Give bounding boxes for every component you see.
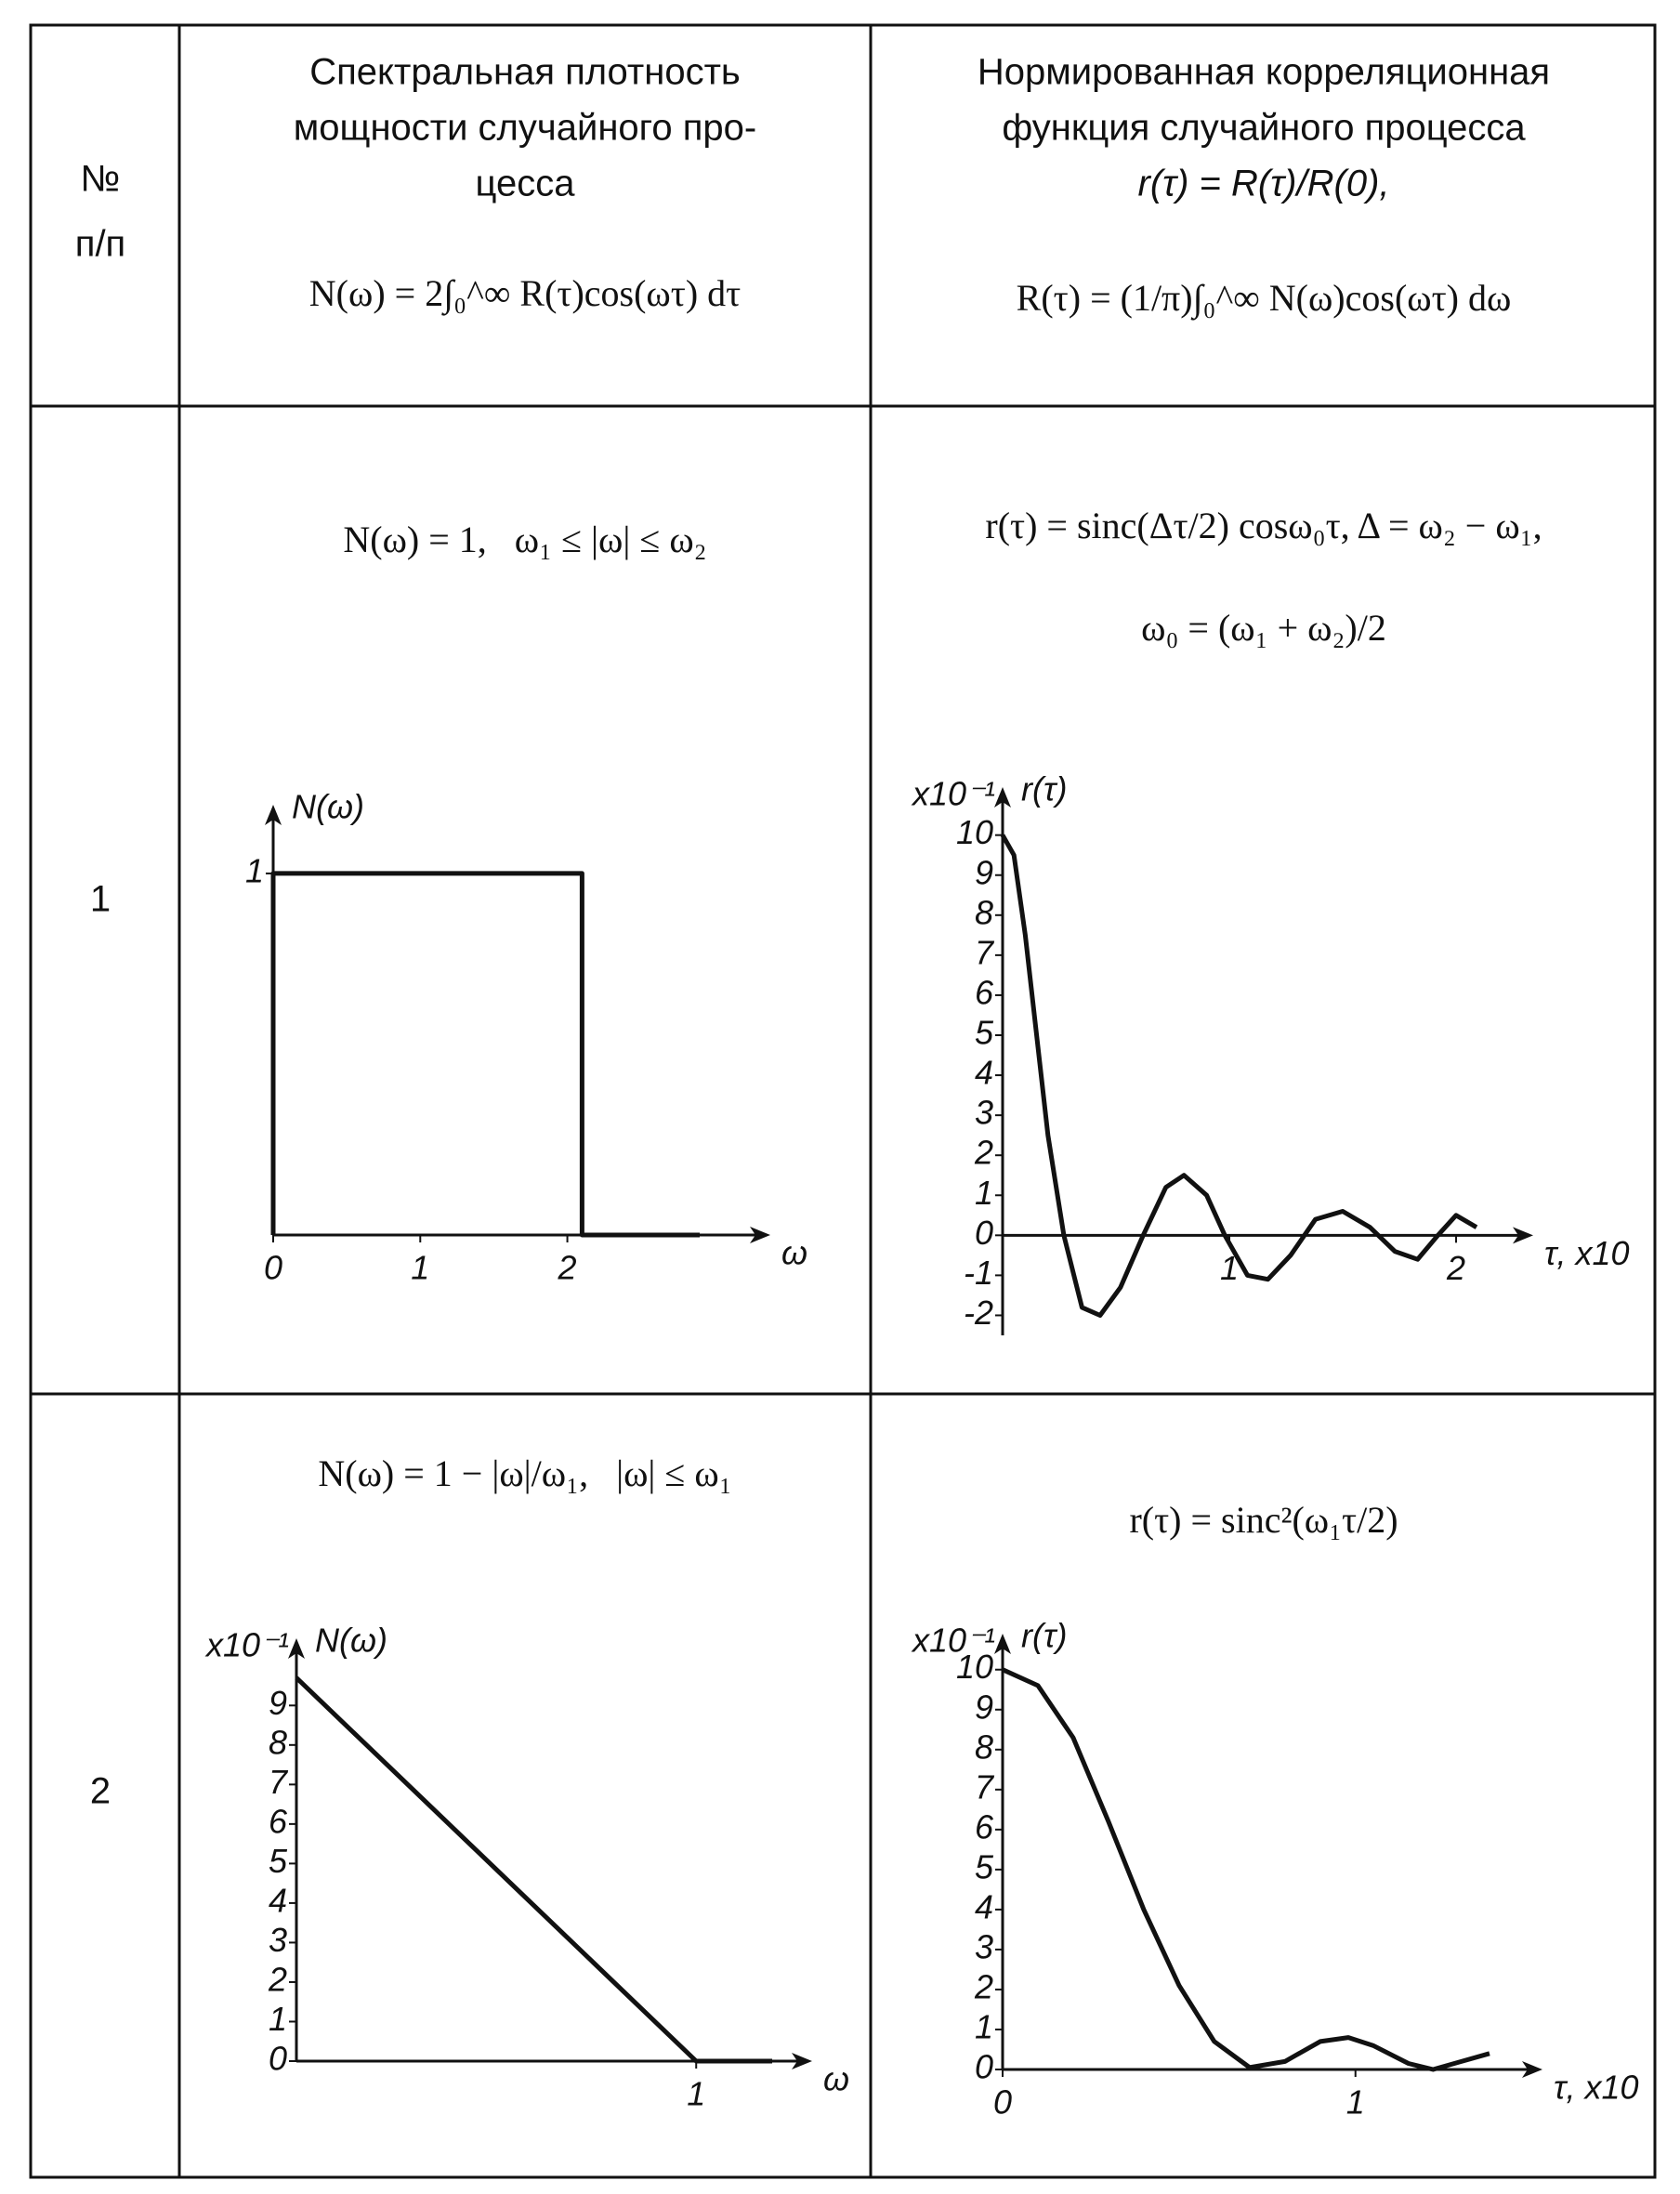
y-tick-label: 4 (269, 1881, 287, 1919)
y-tick-label: 6 (975, 973, 994, 1011)
header-title: Спектральная плотность (309, 52, 740, 93)
axis-arrow (750, 1227, 770, 1243)
y-tick-label: 10 (956, 1648, 993, 1686)
y-tick-label: 2 (974, 1134, 993, 1172)
x-tick-label: 1 (1220, 1249, 1239, 1287)
table-border (29, 23, 1657, 2179)
header-formula: N(ω) = 2∫₀^∞ R(τ)cos(ωτ) dτ (309, 272, 741, 316)
row-number: 1 (90, 879, 111, 920)
y-tick-label: 2 (974, 1967, 993, 2005)
y-tick-label: 3 (269, 1921, 287, 1959)
x-tick-label: 0 (993, 2083, 1012, 2122)
header-formula: R(τ) = (1/π)∫₀^∞ N(ω)cos(ωτ) dω (1017, 277, 1512, 321)
y-tick-label: 0 (975, 1214, 993, 1252)
y-tick-label: 8 (269, 1723, 287, 1761)
formula: r(τ) = sinc²(ω₁τ/2) (1129, 1499, 1398, 1541)
y-multiplier: x10⁻¹ (911, 1622, 995, 1660)
header-number: п/п (75, 224, 125, 265)
x-axis-label: ω (781, 1234, 807, 1272)
y-tick-label: 8 (975, 893, 993, 931)
y-tick-label: 1 (269, 2000, 287, 2038)
y-tick-label: 4 (975, 1887, 993, 1925)
header-title: Нормированная корреляционная (978, 52, 1550, 93)
y-tick-label: 9 (269, 1684, 287, 1722)
x-tick-label: 2 (1446, 1249, 1465, 1287)
curve (1001, 1667, 1490, 2072)
formula: r(τ) = sinc(Δτ/2) cosω₀τ, Δ = ω₂ − ω₁, (985, 505, 1542, 546)
y-tick-label: 6 (975, 1807, 994, 1846)
axis-arrow (994, 1634, 1011, 1654)
axis-arrow (1522, 2061, 1542, 2078)
y-tick-label: 8 (975, 1728, 993, 1766)
x-tick-label: 0 (264, 1249, 282, 1287)
formula: N(ω) = 1 − |ω|/ω₁, |ω| ≤ ω₁ (318, 1452, 731, 1494)
y-tick-label: 0 (269, 2040, 287, 2078)
x-axis-label: τ, x10 (1544, 1234, 1630, 1272)
axis-arrow (1513, 1227, 1533, 1244)
y-tick-label: 7 (975, 933, 995, 971)
axis-arrow (994, 787, 1011, 808)
y-tick-label: 9 (975, 853, 993, 891)
y-tick-label: 2 (268, 1960, 287, 1998)
curve (270, 871, 700, 1238)
row-number: 2 (90, 1771, 111, 1812)
header-number: № (81, 159, 121, 200)
header-title: r(τ) = R(τ)/R(0), (1138, 164, 1390, 204)
axis-arrow (265, 805, 282, 825)
curve (295, 1675, 772, 2064)
axis-arrow (792, 2053, 812, 2069)
y-tick-label: 5 (975, 1014, 994, 1052)
y-tick-label: 1 (975, 2007, 993, 2045)
y-tick-label: 9 (975, 1688, 993, 1726)
x-axis-label: ω (823, 2060, 849, 2098)
y-axis-label: N(ω) (292, 788, 364, 826)
axis-arrow (288, 1638, 305, 1659)
x-tick-label: 1 (411, 1249, 429, 1287)
y-tick-label: -1 (964, 1254, 993, 1292)
header-title: функция случайного процесса (1002, 108, 1526, 149)
y-multiplier: x10⁻¹ (911, 775, 995, 813)
y-tick-label: 6 (269, 1802, 288, 1840)
header-title: цесса (476, 164, 576, 204)
y-tick-label: 1 (975, 1174, 993, 1212)
y-tick-label: 4 (975, 1054, 993, 1092)
x-tick-label: 1 (1346, 2083, 1365, 2122)
formula: ω₀ = (ω₁ + ω₂)/2 (1141, 607, 1386, 649)
y-axis-label: r(τ) (1021, 770, 1067, 808)
x-tick-label: 2 (558, 1249, 577, 1287)
y-tick-label: -2 (964, 1294, 993, 1332)
x-tick-label: 1 (687, 2075, 705, 2113)
formula: N(ω) = 1, ω₁ ≤ |ω| ≤ ω₂ (343, 519, 706, 560)
y-tick-label: 5 (269, 1842, 288, 1880)
y-tick-label: 0 (975, 2048, 993, 2086)
y-tick-label: 1 (245, 851, 264, 889)
y-axis-label: r(τ) (1021, 1617, 1067, 1655)
x-axis-label: τ, x10 (1554, 2069, 1639, 2107)
y-tick-label: 10 (956, 813, 993, 851)
y-tick-label: 5 (975, 1847, 994, 1885)
header-title: мощности случайного про- (294, 108, 756, 149)
y-tick-label: 3 (975, 1927, 993, 1965)
y-tick-label: 3 (975, 1094, 993, 1132)
y-tick-label: 7 (975, 1767, 995, 1806)
y-tick-label: 7 (269, 1763, 289, 1801)
y-multiplier: x10⁻¹ (204, 1626, 289, 1664)
curve (1000, 834, 1478, 1318)
y-axis-label: N(ω) (315, 1622, 387, 1660)
